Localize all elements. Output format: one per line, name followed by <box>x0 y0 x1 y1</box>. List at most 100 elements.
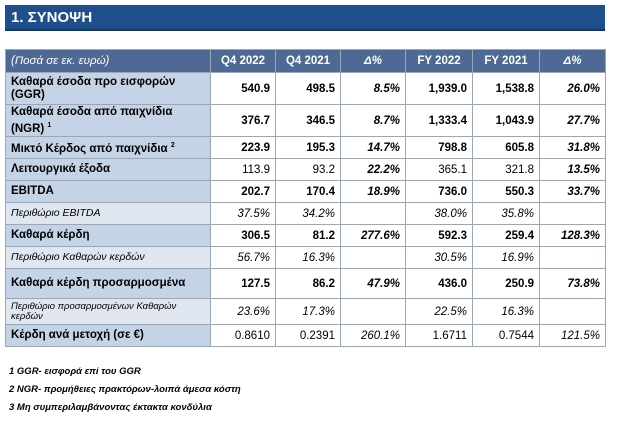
cell-empty <box>340 246 406 269</box>
row-label: Καθαρά κέρδη προσαρμοσμένα <box>5 268 211 299</box>
cell-value: 86.2 <box>275 268 341 299</box>
header-fy-2021: FY 2021 <box>472 49 540 73</box>
cell-value: 321.8 <box>472 158 540 181</box>
cell-change: 8.7% <box>340 104 406 137</box>
footnote-2: 2 NGR- προμήθειες πρακτόρων-λοιπά άμεσα … <box>9 384 241 395</box>
cell-value: 56.7% <box>210 246 276 269</box>
cell-empty <box>539 298 606 325</box>
row-label: Περιθώριο προσαρμοσμένων Καθαρών κερδών <box>5 298 211 325</box>
cell-value: 22.5% <box>405 298 473 325</box>
cell-change: 18.9% <box>340 180 406 203</box>
cell-empty <box>539 202 606 225</box>
table-row: Καθαρά έσοδα από παιχνίδια (NGR) 1 376.7… <box>5 104 606 137</box>
cell-value: 113.9 <box>210 158 276 181</box>
cell-value: 34.2% <box>275 202 341 225</box>
cell-empty <box>340 202 406 225</box>
cell-change: 27.7% <box>539 104 606 137</box>
cell-value: 1,538.8 <box>472 72 540 105</box>
cell-change: 14.7% <box>340 136 406 159</box>
row-label: Καθαρά κέρδη <box>5 224 211 247</box>
cell-value: 540.9 <box>210 72 276 105</box>
cell-change: 128.3% <box>539 224 606 247</box>
cell-value: 0.8610 <box>210 324 276 347</box>
row-label: Λειτουργικά έξοδα <box>5 158 211 181</box>
cell-value: 798.8 <box>405 136 473 159</box>
cell-change: 260.1% <box>340 324 406 347</box>
table-row: Καθαρά κέρδη προσαρμοσμένα 127.5 86.2 47… <box>5 268 606 299</box>
cell-change: 121.5% <box>539 324 606 347</box>
cell-change: 33.7% <box>539 180 606 203</box>
cell-value: 1,333.4 <box>405 104 473 137</box>
cell-value: 37.5% <box>210 202 276 225</box>
table-row: Περιθώριο προσαρμοσμένων Καθαρών κερδών … <box>5 298 606 325</box>
cell-change: 277.6% <box>340 224 406 247</box>
cell-change: 13.5% <box>539 158 606 181</box>
table-row: Λειτουργικά έξοδα 113.9 93.2 22.2% 365.1… <box>5 158 606 181</box>
cell-value: 16.9% <box>472 246 540 269</box>
cell-value: 346.5 <box>275 104 341 137</box>
table-row: Περιθώριο Καθαρών κερδών 56.7% 16.3% 30.… <box>5 246 606 269</box>
table-row: Κέρδη ανά μετοχή (σε €) 0.8610 0.2391 26… <box>5 324 606 347</box>
cell-value: 23.6% <box>210 298 276 325</box>
header-fy-change: Δ% <box>539 49 606 73</box>
cell-value: 498.5 <box>275 72 341 105</box>
table-row: Καθαρά κέρδη 306.5 81.2 277.6% 592.3 259… <box>5 224 606 247</box>
row-label: Καθαρά έσοδα προ εισφορών (GGR) <box>5 72 211 105</box>
summary-table: (Ποσά σε εκ. ευρώ) Q4 2022 Q4 2021 Δ% FY… <box>5 49 606 347</box>
cell-value: 16.3% <box>472 298 540 325</box>
cell-value: 436.0 <box>405 268 473 299</box>
cell-value: 17.3% <box>275 298 341 325</box>
cell-value: 592.3 <box>405 224 473 247</box>
cell-value: 306.5 <box>210 224 276 247</box>
cell-value: 1,043.9 <box>472 104 540 137</box>
row-label: Καθαρά έσοδα από παιχνίδια (NGR) 1 <box>5 104 211 137</box>
cell-value: 16.3% <box>275 246 341 269</box>
cell-value: 365.1 <box>405 158 473 181</box>
footnote-marker: 2 <box>170 142 175 150</box>
header-units: (Ποσά σε εκ. ευρώ) <box>5 49 211 73</box>
cell-value: 1,939.0 <box>405 72 473 105</box>
cell-change: 31.8% <box>539 136 606 159</box>
table-row: Περιθώριο EBITDA 37.5% 34.2% 38.0% 35.8% <box>5 202 606 225</box>
cell-value: 170.4 <box>275 180 341 203</box>
cell-value: 605.8 <box>472 136 540 159</box>
cell-empty <box>340 298 406 325</box>
cell-change: 73.8% <box>539 268 606 299</box>
table-header-row: (Ποσά σε εκ. ευρώ) Q4 2022 Q4 2021 Δ% FY… <box>5 49 606 73</box>
cell-value: 202.7 <box>210 180 276 203</box>
table-row: Μικτό Κέρδος από παιχνίδια 2 223.9 195.3… <box>5 136 606 159</box>
cell-value: 1.6711 <box>405 324 473 347</box>
header-q4-change: Δ% <box>340 49 406 73</box>
table-row: EBITDA 202.7 170.4 18.9% 736.0 550.3 33.… <box>5 180 606 203</box>
table-row: Καθαρά έσοδα προ εισφορών (GGR) 540.9 49… <box>5 72 606 105</box>
cell-value: 195.3 <box>275 136 341 159</box>
cell-value: 0.2391 <box>275 324 341 347</box>
header-q4-2021: Q4 2021 <box>275 49 341 73</box>
cell-value: 250.9 <box>472 268 540 299</box>
cell-change: 22.2% <box>340 158 406 181</box>
cell-value: 376.7 <box>210 104 276 137</box>
row-label: Περιθώριο Καθαρών κερδών <box>5 246 211 269</box>
header-fy-2022: FY 2022 <box>405 49 473 73</box>
cell-change: 26.0% <box>539 72 606 105</box>
row-label: Κέρδη ανά μετοχή (σε €) <box>5 324 211 347</box>
cell-change: 8.5% <box>340 72 406 105</box>
cell-value: 0.7544 <box>472 324 540 347</box>
section-title: 1. ΣΥΝΟΨΗ <box>5 5 605 31</box>
cell-value: 38.0% <box>405 202 473 225</box>
cell-value: 81.2 <box>275 224 341 247</box>
cell-value: 30.5% <box>405 246 473 269</box>
header-q4-2022: Q4 2022 <box>210 49 276 73</box>
cell-change: 47.9% <box>340 268 406 299</box>
row-label: Περιθώριο EBITDA <box>5 202 211 225</box>
footnote-3: 3 Μη συμπεριλαμβάνοντας έκτακτα κονδύλια <box>9 402 212 413</box>
cell-value: 259.4 <box>472 224 540 247</box>
row-label: EBITDA <box>5 180 211 203</box>
cell-value: 127.5 <box>210 268 276 299</box>
cell-value: 550.3 <box>472 180 540 203</box>
footnote-1: 1 GGR- εισφορά επί του GGR <box>9 366 141 377</box>
cell-value: 736.0 <box>405 180 473 203</box>
cell-value: 93.2 <box>275 158 341 181</box>
cell-value: 35.8% <box>472 202 540 225</box>
cell-value: 223.9 <box>210 136 276 159</box>
